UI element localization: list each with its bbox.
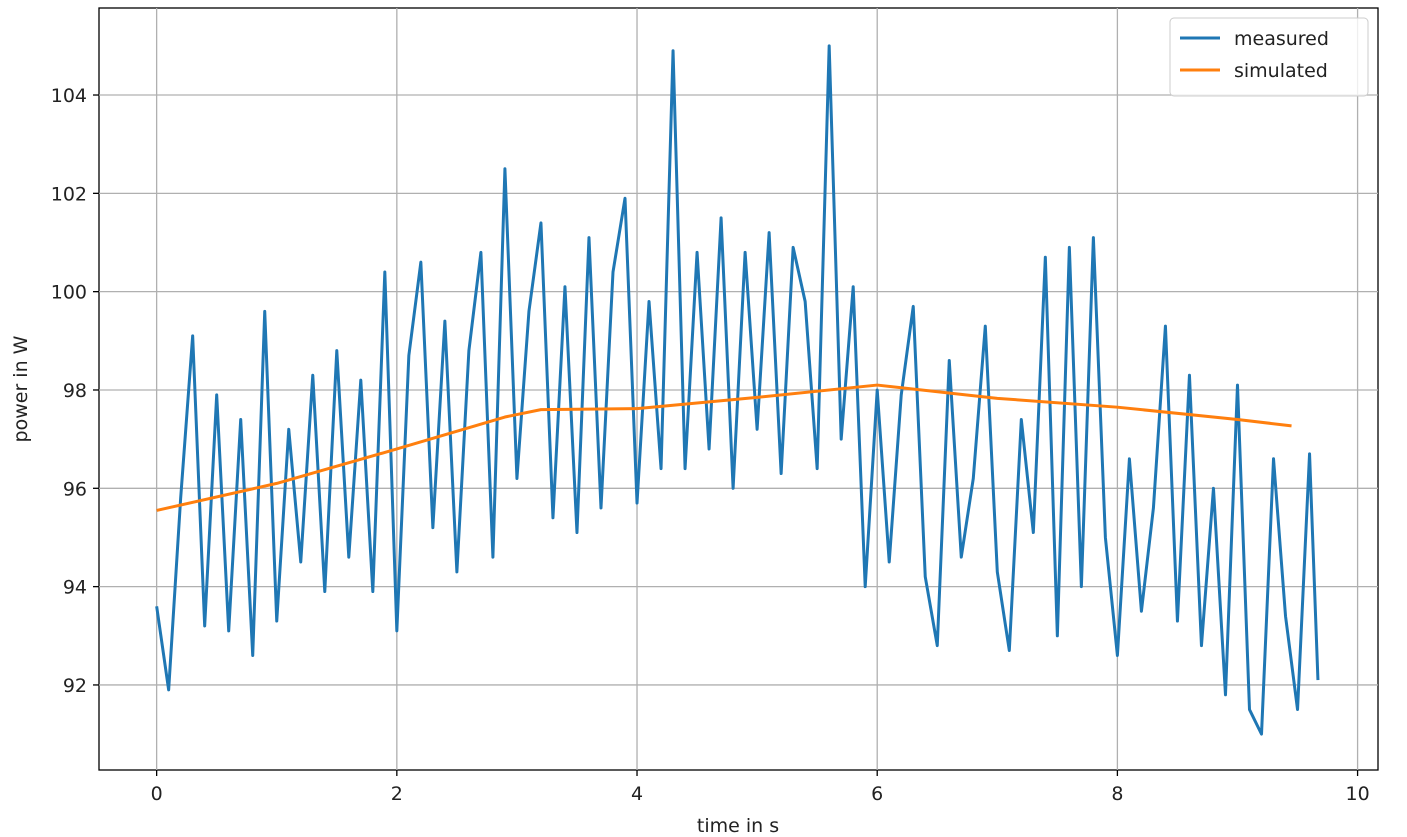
- x-axis-label: time in s: [697, 815, 779, 837]
- y-tick-label: 104: [51, 85, 87, 107]
- y-tick-label: 92: [63, 675, 87, 697]
- y-tick-label: 102: [51, 183, 87, 205]
- y-tick-label: 96: [63, 478, 87, 500]
- x-tick-label: 2: [391, 783, 403, 805]
- y-axis-label: power in W: [10, 335, 32, 442]
- legend-label: simulated: [1234, 60, 1328, 82]
- x-tick-label: 0: [151, 783, 163, 805]
- data-line: [156, 383, 1292, 512]
- y-tick-label: 100: [51, 282, 87, 304]
- data-line: [155, 44, 1320, 736]
- y-tick-label: 94: [63, 577, 87, 599]
- x-tick-label: 8: [1111, 783, 1123, 805]
- x-tick-label: 10: [1345, 783, 1369, 805]
- y-tick-label: 98: [63, 380, 87, 402]
- x-tick-label: 4: [631, 783, 643, 805]
- x-tick-label: 6: [871, 783, 883, 805]
- legend-label: measured: [1234, 28, 1329, 50]
- plot-frame: [98, 7, 1379, 771]
